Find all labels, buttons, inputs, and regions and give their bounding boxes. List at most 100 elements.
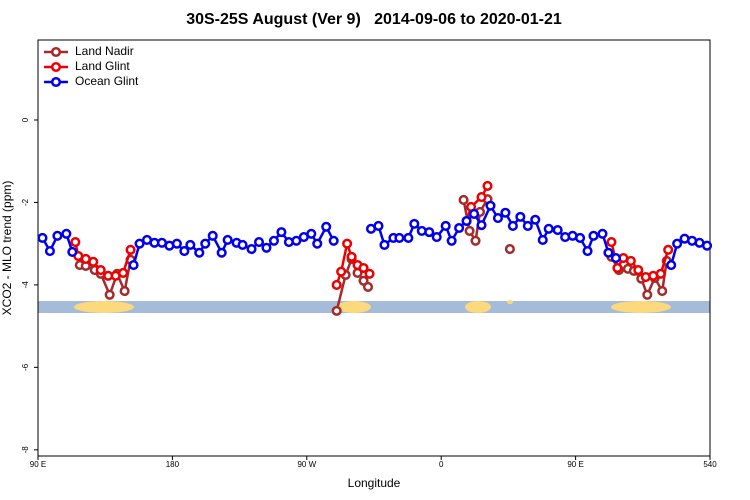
data-point	[582, 246, 593, 257]
x-tick-label: 90 E	[567, 460, 583, 469]
data-point	[625, 255, 636, 267]
land-patch	[507, 300, 513, 304]
data-point	[522, 220, 533, 231]
data-point	[476, 192, 487, 203]
data-point	[373, 220, 384, 231]
data-point	[67, 246, 78, 257]
data-point	[672, 238, 683, 249]
data-point	[500, 207, 511, 218]
data-point	[364, 268, 375, 279]
data-point	[222, 234, 233, 246]
x-tick-label: 540	[703, 460, 717, 469]
data-point	[663, 244, 674, 255]
x-tick-label: 90 E	[30, 460, 46, 469]
legend-label: Ocean Glint	[75, 74, 139, 88]
land-patch	[611, 301, 671, 313]
data-point	[125, 244, 136, 255]
data-point	[237, 239, 248, 250]
data-point	[88, 256, 99, 267]
data-point	[606, 236, 617, 248]
land-ocean-strip	[38, 300, 710, 313]
data-point	[336, 266, 347, 277]
data-point	[261, 242, 272, 253]
data-point	[134, 238, 145, 249]
data-point	[52, 230, 63, 241]
y-axis-label: XCO2 - MLO trend (ppm)	[0, 181, 14, 316]
data-point	[331, 279, 342, 290]
data-point	[464, 225, 475, 236]
data-point	[612, 262, 623, 274]
data-point	[328, 235, 339, 246]
land-patch	[337, 301, 371, 313]
data-point	[485, 200, 496, 211]
data-point	[276, 227, 287, 238]
data-point	[403, 232, 414, 243]
data-point	[185, 239, 196, 250]
data-point	[246, 243, 257, 255]
x-tick-label: 90 W	[297, 460, 316, 469]
legend-label: Land Nadir	[75, 44, 134, 58]
data-point	[342, 238, 353, 249]
land-patch	[74, 301, 134, 313]
data-point	[504, 243, 515, 255]
data-point	[104, 289, 115, 300]
data-point	[291, 235, 302, 246]
data-point	[253, 236, 265, 248]
data-point	[379, 239, 390, 250]
y-tick-label: -6	[21, 363, 30, 371]
data-point	[543, 223, 554, 234]
data-point	[179, 246, 190, 257]
x-axis-label: Longitude	[348, 476, 401, 490]
data-point	[655, 268, 666, 279]
data-point	[312, 238, 323, 249]
data-point	[431, 232, 442, 243]
data-point	[458, 194, 469, 206]
y-tick-label: -4	[21, 281, 30, 289]
data-point	[454, 222, 465, 234]
chart-title: 30S-25S August (Ver 9) 2014-09-06 to 202…	[186, 11, 562, 28]
y-tick-label: 0	[21, 117, 30, 122]
data-point	[37, 232, 48, 243]
data-point	[492, 213, 503, 224]
y-tick-label: -2	[21, 198, 30, 206]
data-point	[362, 281, 374, 293]
data-point	[482, 180, 493, 192]
data-point	[171, 238, 182, 249]
data-point	[446, 235, 457, 246]
data-point	[331, 305, 342, 316]
data-point	[44, 246, 55, 257]
data-point	[507, 220, 518, 231]
data-point	[537, 234, 548, 246]
data-point	[642, 289, 653, 300]
data-point	[633, 265, 644, 276]
legend-marker	[50, 76, 62, 88]
data-point	[200, 238, 211, 249]
data-point	[515, 211, 526, 222]
data-point	[268, 235, 279, 246]
land-patch	[465, 301, 491, 313]
data-point	[118, 267, 129, 278]
data-point	[424, 227, 435, 238]
data-point	[409, 218, 420, 229]
data-point	[194, 247, 205, 258]
data-point	[657, 286, 668, 297]
x-tick-label: 180	[166, 460, 180, 469]
data-point	[119, 286, 130, 297]
legend-label: Land Glint	[75, 59, 130, 73]
legend-marker	[50, 46, 62, 58]
series-line	[79, 198, 668, 312]
data-point	[597, 228, 608, 239]
data-point	[95, 265, 106, 276]
data-point	[70, 236, 81, 248]
data-point	[530, 214, 541, 225]
y-tick-label: -8	[21, 446, 30, 454]
data-point	[476, 220, 487, 231]
data-point	[358, 262, 369, 274]
data-point	[470, 235, 481, 246]
data-point	[469, 208, 480, 220]
data-point	[128, 260, 139, 271]
data-point	[701, 240, 713, 251]
data-point	[346, 251, 357, 262]
data-point	[61, 228, 72, 239]
data-point	[461, 215, 472, 227]
